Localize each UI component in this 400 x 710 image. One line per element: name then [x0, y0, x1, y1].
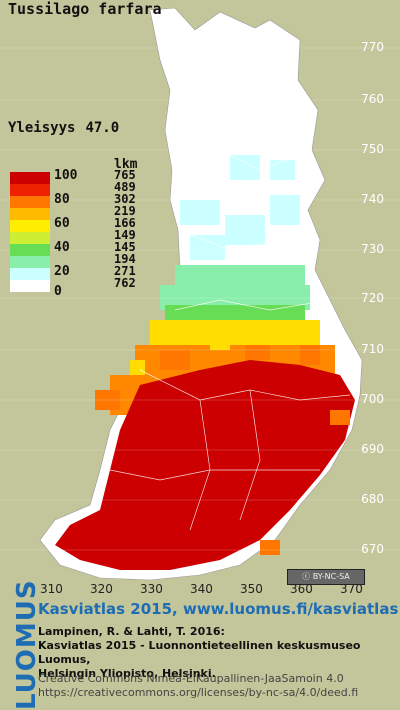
- legend-count: 149: [114, 228, 136, 242]
- license-badge[interactable]: ⓒ BY-NC-SA: [287, 569, 365, 585]
- legend-value: 100: [54, 168, 78, 183]
- x-tick: 330: [140, 582, 163, 596]
- legend-count: 166: [114, 216, 136, 230]
- legend-count: 762: [114, 276, 136, 290]
- prevalence-value: 47.0: [85, 120, 120, 136]
- citation-line: Helsingin Yliopisto, Helsinki.: [38, 667, 216, 680]
- legend-value: 20: [54, 264, 70, 279]
- distribution-map: [0, 7, 400, 581]
- y-tick: 750: [361, 142, 384, 156]
- legend-count: 765: [114, 168, 136, 182]
- license-badge-label: BY-NC-SA: [312, 572, 350, 581]
- license-line: Creative Commons Nimeä-EiKaupallinen-Jaa…: [38, 672, 344, 685]
- species-title: Tussilago farfara: [8, 0, 162, 18]
- legend-row: 60 219: [10, 204, 270, 231]
- legend-row: 100 765: [10, 168, 270, 184]
- legend-row: 0 762: [10, 276, 270, 299]
- license-text: Creative Commons Nimeä-EiKaupallinen-Jaa…: [38, 672, 358, 700]
- citation-line: Lampinen, R. & Lahti, T. 2016:: [38, 625, 225, 638]
- south-orange-patches: [95, 345, 350, 555]
- y-tick: 730: [361, 242, 384, 256]
- legend-swatch: [10, 268, 50, 280]
- y-tick: 710: [361, 342, 384, 356]
- legend-swatch: [10, 232, 50, 244]
- y-tick: 670: [361, 542, 384, 556]
- kasviatlas-link[interactable]: Kasviatlas 2015, www.luomus.fi/kasviatla…: [38, 600, 399, 618]
- legend-count: 489: [114, 180, 136, 194]
- x-tick: 310: [40, 582, 63, 596]
- legend-row: 80 489: [10, 180, 270, 207]
- legend-swatch: [10, 184, 50, 196]
- legend-count: 219: [114, 204, 136, 218]
- legend-row: 271: [10, 264, 270, 280]
- grid-lines: [0, 47, 400, 551]
- x-tick: 370: [340, 582, 363, 596]
- legend-row: 166: [10, 216, 270, 232]
- legend-swatch: [10, 196, 50, 208]
- y-tick: 760: [361, 92, 384, 106]
- legend-value: 60: [54, 216, 70, 231]
- x-tick: 360: [290, 582, 313, 596]
- legend-row: 40 149: [10, 228, 270, 255]
- x-tick: 320: [90, 582, 113, 596]
- prevalence-label: Yleisyys: [8, 120, 76, 136]
- legend-swatch: [10, 256, 50, 268]
- legend-swatch: [10, 208, 50, 220]
- legend-row: 302: [10, 192, 270, 208]
- legend-count-header: lkm: [114, 157, 138, 172]
- prevalence: Yleisyys 47.0: [8, 120, 119, 136]
- south-yellow-patches: [130, 330, 295, 375]
- license-url[interactable]: https://creativecommons.org/licenses/by-…: [38, 686, 359, 699]
- y-tick: 720: [361, 291, 384, 305]
- citation-line: Kasviatlas 2015 - Luonnontieteellinen ke…: [38, 639, 361, 666]
- y-tick: 690: [361, 442, 384, 456]
- south-red-region: [55, 360, 355, 570]
- legend-count: 194: [114, 252, 136, 266]
- y-tick: 700: [361, 392, 384, 406]
- x-tick: 340: [190, 582, 213, 596]
- legend-row: 145: [10, 240, 270, 256]
- legend-swatch: [10, 244, 50, 256]
- footer: [0, 595, 400, 702]
- legend-row: 20 194: [10, 252, 270, 279]
- legend-swatch: [10, 280, 50, 292]
- y-tick: 740: [361, 192, 384, 206]
- region-boundaries: [109, 9, 351, 531]
- y-tick: 680: [361, 492, 384, 506]
- north-cells: [180, 155, 300, 260]
- legend-count: 302: [114, 192, 136, 206]
- citation: Lampinen, R. & Lahti, T. 2016: Kasviatla…: [38, 625, 400, 681]
- legend-count: 145: [114, 240, 136, 254]
- x-tick: 350: [240, 582, 263, 596]
- cc-icon: ⓒ: [302, 572, 313, 581]
- legend-value: 40: [54, 240, 70, 255]
- legend-value: 0: [54, 284, 62, 299]
- legend-count: 271: [114, 264, 136, 278]
- legend-swatch: [10, 220, 50, 232]
- legend-value: 80: [54, 192, 70, 207]
- y-tick: 770: [361, 40, 384, 54]
- legend-swatch: [10, 172, 50, 184]
